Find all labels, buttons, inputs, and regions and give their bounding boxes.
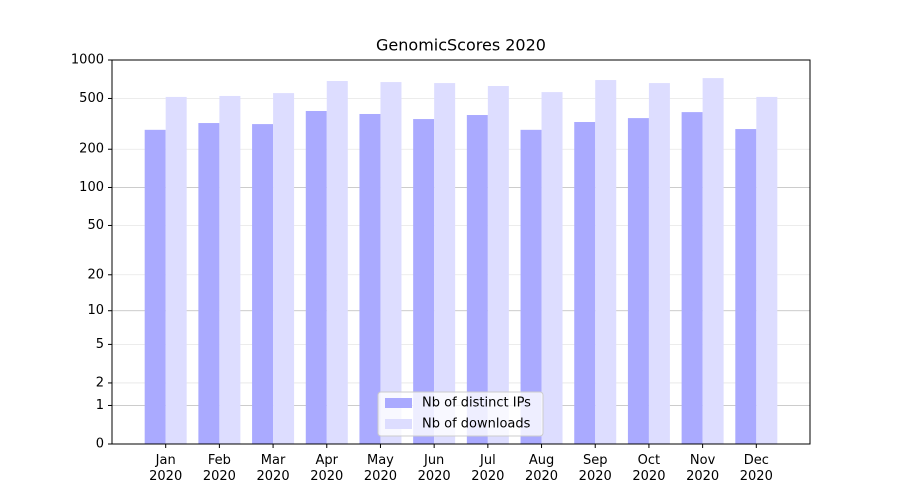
y-tick-label: 100 [79, 180, 104, 195]
x-tick-label: Oct 2020 [632, 453, 666, 484]
x-tick-label: Sep 2020 [578, 453, 612, 484]
y-tick-label: 0 [96, 437, 104, 452]
y-tick-label: 10 [87, 303, 104, 318]
bar [702, 78, 724, 444]
bar [735, 129, 757, 444]
x-tick-label: Feb 2020 [202, 453, 236, 484]
legend-label: Nb of downloads [422, 417, 531, 432]
legend [377, 391, 544, 437]
legend-swatch [385, 419, 412, 429]
bar [305, 110, 327, 445]
y-tick-label: 1000 [71, 53, 104, 68]
bar [520, 129, 542, 444]
bar [326, 81, 348, 444]
legend-swatch [385, 398, 412, 408]
bar [273, 93, 295, 444]
bar [595, 80, 617, 444]
bar [380, 82, 402, 445]
x-tick-label: Jun 2020 [417, 453, 451, 484]
y-tick-label: 2 [96, 375, 104, 390]
x-tick-label: Dec 2020 [739, 453, 773, 484]
bar [252, 124, 274, 445]
x-tick-label: Apr 2020 [310, 453, 344, 484]
bar [574, 122, 596, 444]
y-tick-label: 200 [79, 142, 104, 157]
bar [487, 86, 509, 444]
bar [648, 83, 670, 444]
legend-label: Nb of distinct IPs [422, 396, 531, 411]
x-tick-label: Aug 2020 [524, 453, 559, 484]
bar [219, 95, 241, 444]
bar [466, 115, 488, 445]
plot-frame [111, 59, 811, 445]
y-tick-label: 500 [79, 91, 104, 106]
bar [165, 96, 187, 444]
x-tick-label: Jul 2020 [471, 453, 505, 484]
bar [627, 118, 649, 445]
bar [541, 92, 563, 445]
bar [434, 83, 456, 444]
bar [756, 96, 778, 444]
x-tick-label: May 2020 [363, 453, 397, 484]
y-tick-label: 20 [87, 267, 104, 282]
x-tick-label: Jan 2020 [149, 453, 183, 484]
x-tick-label: Nov 2020 [686, 453, 720, 484]
bar [413, 119, 435, 444]
y-tick-label: 1 [96, 398, 104, 413]
chart-title: GenomicScores 2020 [376, 36, 546, 55]
bar [681, 112, 703, 444]
bar [144, 129, 166, 444]
bar [359, 113, 381, 444]
x-tick-label: Mar 2020 [256, 453, 290, 484]
y-tick-label: 50 [87, 218, 104, 233]
bar [198, 123, 220, 444]
y-tick-label: 5 [96, 337, 104, 352]
